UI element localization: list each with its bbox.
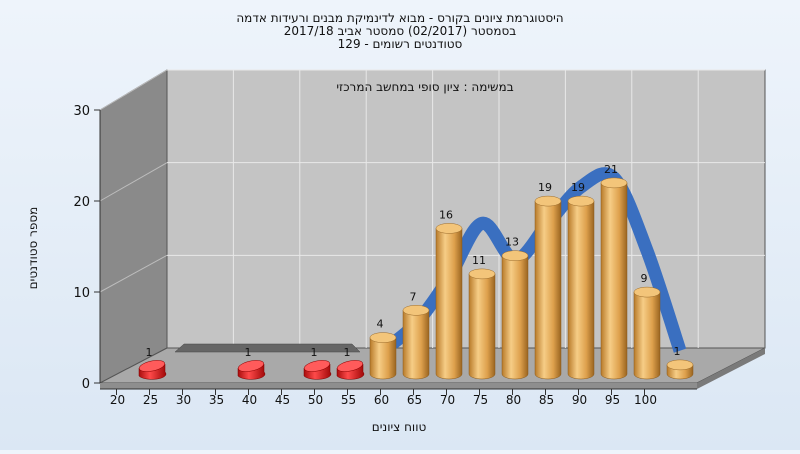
bar-top <box>138 360 166 372</box>
bar-body <box>435 228 463 380</box>
title-line-1: היסטוגרמת ציונים בקורס - מבוא לדינמיקת מ… <box>236 11 563 25</box>
x-tick-label: 95 <box>605 393 620 407</box>
bar-value-label: 1 <box>674 345 681 358</box>
bar: 16 <box>435 208 463 380</box>
bar-top <box>402 305 430 316</box>
bar: 11 <box>468 254 496 380</box>
x-tick-label: 80 <box>506 393 521 407</box>
bar-value-label: 13 <box>505 236 519 249</box>
fail-range-shelf <box>174 343 361 353</box>
bar: 13 <box>501 236 529 380</box>
grid-line-side <box>99 162 168 202</box>
bar-top <box>567 195 595 207</box>
bar-value-label: 1 <box>311 346 318 359</box>
x-axis-label: טווח ציונים <box>372 420 427 434</box>
x-tick-label: 75 <box>473 393 488 407</box>
bar-body <box>501 255 529 380</box>
bar-body <box>567 200 595 380</box>
bar-top <box>600 177 628 189</box>
bar-top <box>237 360 265 372</box>
bar-value-label: 11 <box>472 254 486 267</box>
y-tick-label: 20 <box>73 195 90 210</box>
x-tick-label: 20 <box>110 393 125 407</box>
bar: 1 <box>336 346 365 380</box>
bar-top <box>633 286 661 298</box>
bar-top <box>336 360 364 372</box>
bar: 19 <box>567 181 595 380</box>
bar-top <box>303 360 331 372</box>
bar: 4 <box>369 318 397 380</box>
x-tick-label: 50 <box>308 393 323 407</box>
bar-top <box>435 223 463 234</box>
floor <box>99 347 766 384</box>
grid-line-side <box>99 254 168 293</box>
bar-top <box>369 332 397 343</box>
x-tick-label: 90 <box>572 393 587 407</box>
x-tick-label: 45 <box>275 393 290 407</box>
y-tick-label: 0 <box>82 377 90 392</box>
back-wall <box>166 69 766 349</box>
x-axis: 20 25 30 35 40 45 50 55 60 65 70 75 80 85 90 95 100 <box>100 388 697 407</box>
x-tick-label: 60 <box>374 393 389 407</box>
bar: 1 <box>666 345 694 380</box>
bar-top <box>666 359 694 371</box>
y-axis: 0 10 20 30 <box>73 104 101 392</box>
bar-value-label: 19 <box>538 181 552 194</box>
floor-right-edge <box>697 348 765 389</box>
bar: 1 <box>138 346 167 380</box>
bar-value-label: 19 <box>571 181 585 194</box>
bar-top <box>501 250 529 261</box>
bar-value-label: 4 <box>377 318 384 331</box>
bar: 21 <box>600 163 628 380</box>
x-tick-label: 25 <box>143 393 158 407</box>
bar-value-label: 21 <box>604 163 618 176</box>
floor-front-edge <box>100 383 697 389</box>
bar-value-label: 9 <box>641 272 648 285</box>
y-tick-label: 10 <box>73 286 90 301</box>
x-tick-label: 85 <box>539 393 554 407</box>
bar-body <box>369 337 397 380</box>
bar-value-label: 16 <box>439 208 453 221</box>
bar-body <box>534 200 562 380</box>
bar-body <box>633 291 661 380</box>
bar-body <box>600 182 628 380</box>
grid-line-side <box>99 69 168 111</box>
bar-body <box>468 273 496 380</box>
x-tick-label: 100 <box>634 393 657 407</box>
bar-top <box>468 268 496 280</box>
y-axis-label: מספר סטודנטים <box>26 207 40 290</box>
chart-annotation: במשימה : ציון סופי במחשב המרכזי <box>336 80 513 94</box>
x-tick-label: 65 <box>407 393 422 407</box>
x-tick-label: 35 <box>209 393 224 407</box>
y-tick-label: 30 <box>73 104 90 119</box>
bar: 1 <box>303 346 332 380</box>
bar: 1 <box>237 346 266 380</box>
bar-value-label: 1 <box>344 346 351 359</box>
title-line-2: בסמסטר (02/2017) סמסטר אביב 2017/18 <box>284 24 516 38</box>
x-tick-label: 55 <box>341 393 356 407</box>
x-tick-label: 40 <box>242 393 257 407</box>
bar-top <box>534 195 562 207</box>
bar: 19 <box>534 181 562 380</box>
left-wall <box>99 69 168 384</box>
bar-value-label: 1 <box>245 346 252 359</box>
x-tick-label: 30 <box>176 393 191 407</box>
bar-body <box>402 310 430 380</box>
title-line-3: סטודנטים רשומים - 129 <box>338 37 463 51</box>
bar-value-label: 1 <box>146 346 153 359</box>
bar-value-label: 7 <box>410 290 417 303</box>
bar: 9 <box>633 272 661 380</box>
x-tick-label: 70 <box>440 393 455 407</box>
bar: 7 <box>402 290 430 380</box>
